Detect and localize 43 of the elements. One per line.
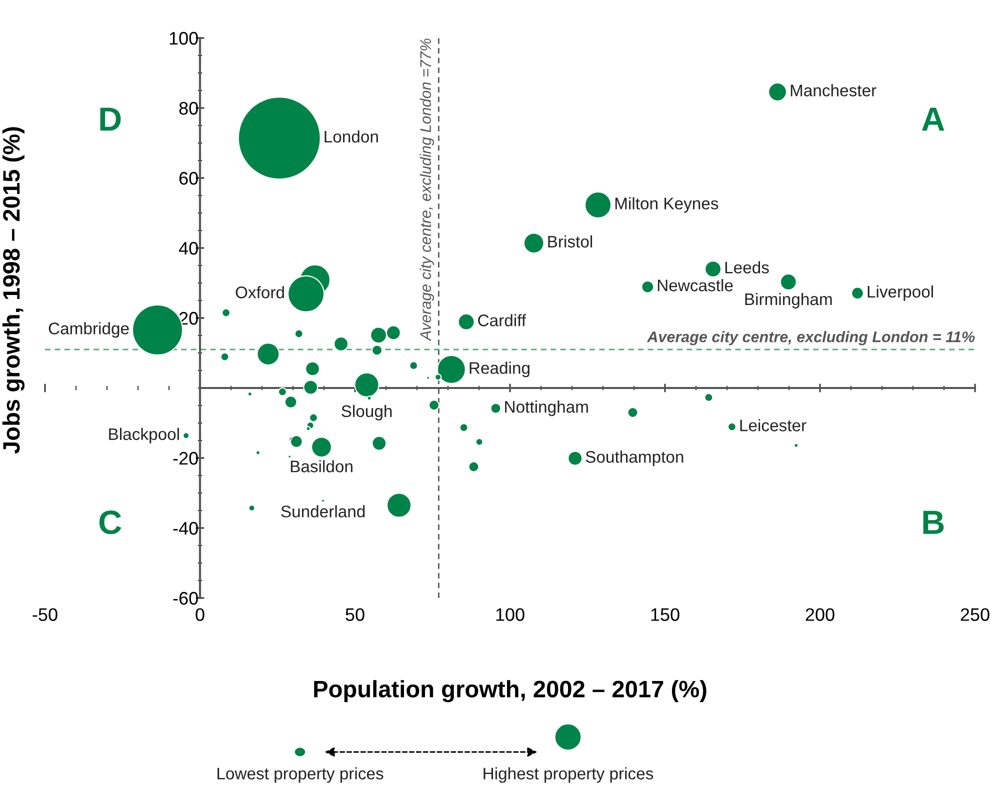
annotation: Blackpool bbox=[109, 428, 179, 444]
annotation: A bbox=[922, 108, 944, 131]
annotation: Newcastle bbox=[658, 279, 733, 292]
x-tick-label: 0 bbox=[196, 608, 204, 621]
annotation: Bristol bbox=[548, 235, 592, 248]
y-tick-label: 60 bbox=[179, 172, 198, 185]
y-axis-title: Jobs growth, 1998 – 2015 (%) bbox=[2, 127, 25, 454]
y-tick-label: 40 bbox=[178, 242, 198, 255]
ref-line-label: Average city centre, excluding London =77% bbox=[420, 38, 434, 342]
y-tick-label: -20 bbox=[173, 452, 198, 465]
y-tick-label: -60 bbox=[173, 592, 198, 605]
x-tick-label: 100 bbox=[496, 608, 524, 621]
y-tick-label: -40 bbox=[173, 522, 198, 535]
x-tick-label: -50 bbox=[32, 608, 58, 621]
annotation: Liverpool bbox=[868, 285, 933, 301]
annotation: Nottingham bbox=[505, 400, 588, 416]
annotation: Southampton bbox=[586, 450, 684, 466]
y-tick-label: 80 bbox=[179, 102, 198, 115]
text: Lowest property prices bbox=[218, 767, 384, 783]
annotation: C bbox=[99, 510, 122, 534]
annotation: Slough bbox=[342, 404, 392, 420]
annotation: Cardiff bbox=[478, 314, 526, 326]
annotation: Leeds bbox=[725, 261, 769, 274]
x-tick-label: 150 bbox=[651, 608, 680, 621]
annotation: Reading bbox=[470, 362, 530, 378]
text: Highest property prices bbox=[484, 767, 654, 783]
y-tick-label: 100 bbox=[170, 32, 198, 45]
x-tick-label: 200 bbox=[806, 608, 834, 621]
annotation: Milton Keynes bbox=[615, 197, 718, 213]
x-axis-title: Population growth, 2002 – 2017 (%) bbox=[314, 680, 706, 702]
annotation: London bbox=[324, 130, 378, 143]
annotation: Birmingham bbox=[745, 292, 832, 308]
x-tick-label: 50 bbox=[346, 608, 364, 621]
annotation: Oxford bbox=[236, 286, 284, 298]
annotation: Cambridge bbox=[48, 322, 129, 338]
annotation: B bbox=[923, 510, 944, 534]
annotation: Sunderland bbox=[281, 505, 365, 518]
annotation: Basildon bbox=[290, 460, 352, 472]
annotation: Leicester bbox=[740, 419, 806, 432]
annotation: D bbox=[100, 108, 121, 131]
annotation: Manchester bbox=[790, 84, 876, 96]
ref-line-label: Average city centre, excluding London = 11% bbox=[646, 331, 975, 346]
x-tick-label: 250 bbox=[960, 608, 990, 621]
